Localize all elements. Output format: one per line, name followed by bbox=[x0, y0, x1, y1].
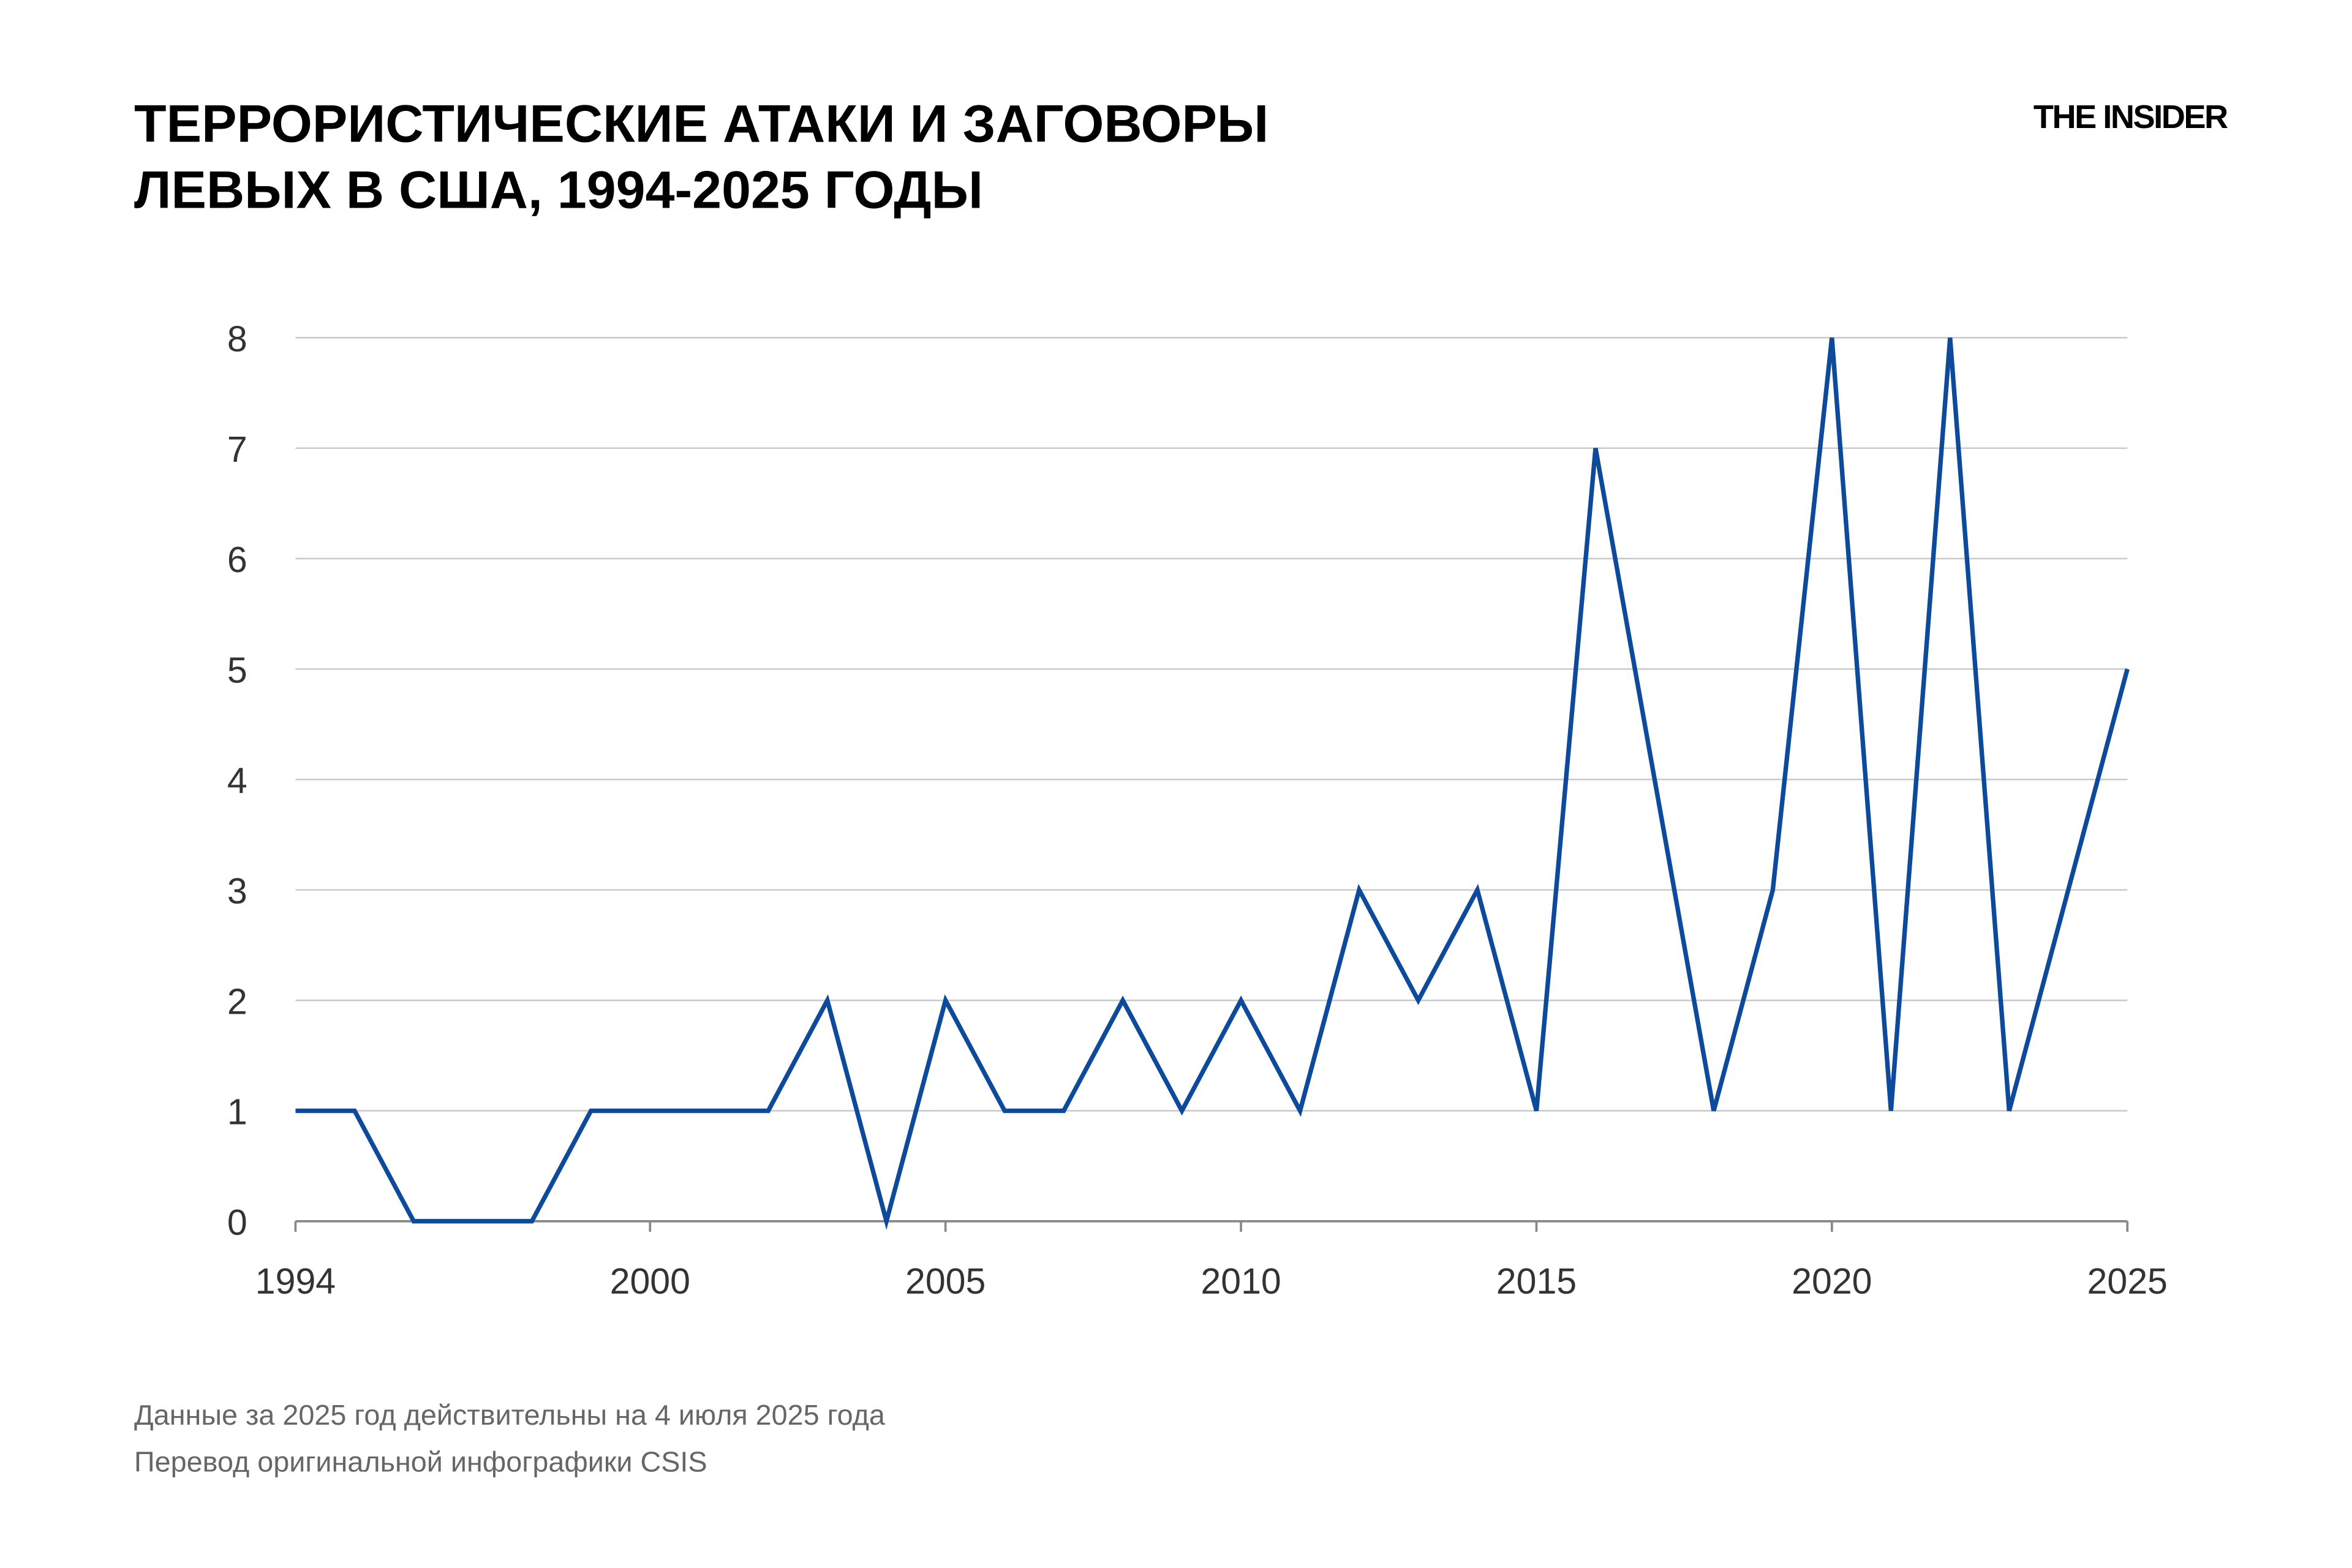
y-tick-label: 6 bbox=[227, 540, 247, 580]
y-tick-label: 8 bbox=[227, 319, 247, 360]
footnote: Перевод оригинальной инфографики CSIS bbox=[134, 1446, 707, 1477]
x-tick-label: 2025 bbox=[2087, 1261, 2168, 1302]
y-tick-label: 7 bbox=[227, 429, 247, 470]
data-line bbox=[295, 337, 2130, 1231]
y-tick-label: 3 bbox=[227, 871, 247, 911]
x-tick-label: 2000 bbox=[610, 1261, 690, 1302]
x-tick-label: 2015 bbox=[1496, 1261, 1577, 1302]
chart-title: ЛЕВЫХ В США, 1994-2025 ГОДЫ bbox=[134, 161, 983, 220]
footnote: Данные за 2025 год действительны на 4 ию… bbox=[134, 1399, 885, 1431]
y-tick-label: 2 bbox=[227, 981, 247, 1022]
y-tick-label: 0 bbox=[227, 1202, 247, 1243]
x-tick-label: 2005 bbox=[905, 1261, 986, 1302]
y-tick-label: 5 bbox=[227, 650, 247, 690]
y-tick-label: 1 bbox=[227, 1092, 247, 1133]
y-tick-label: 4 bbox=[227, 761, 247, 801]
x-tick-label: 2020 bbox=[1792, 1261, 1872, 1302]
chart-title: ТЕРРОРИСТИЧЕСКИЕ АТАКИ И ЗАГОВОРЫ bbox=[134, 94, 1268, 153]
brand-logo: THE INSIDER bbox=[2034, 99, 2228, 135]
x-tick-label: 2010 bbox=[1200, 1261, 1281, 1302]
x-tick-label: 1994 bbox=[255, 1261, 336, 1302]
